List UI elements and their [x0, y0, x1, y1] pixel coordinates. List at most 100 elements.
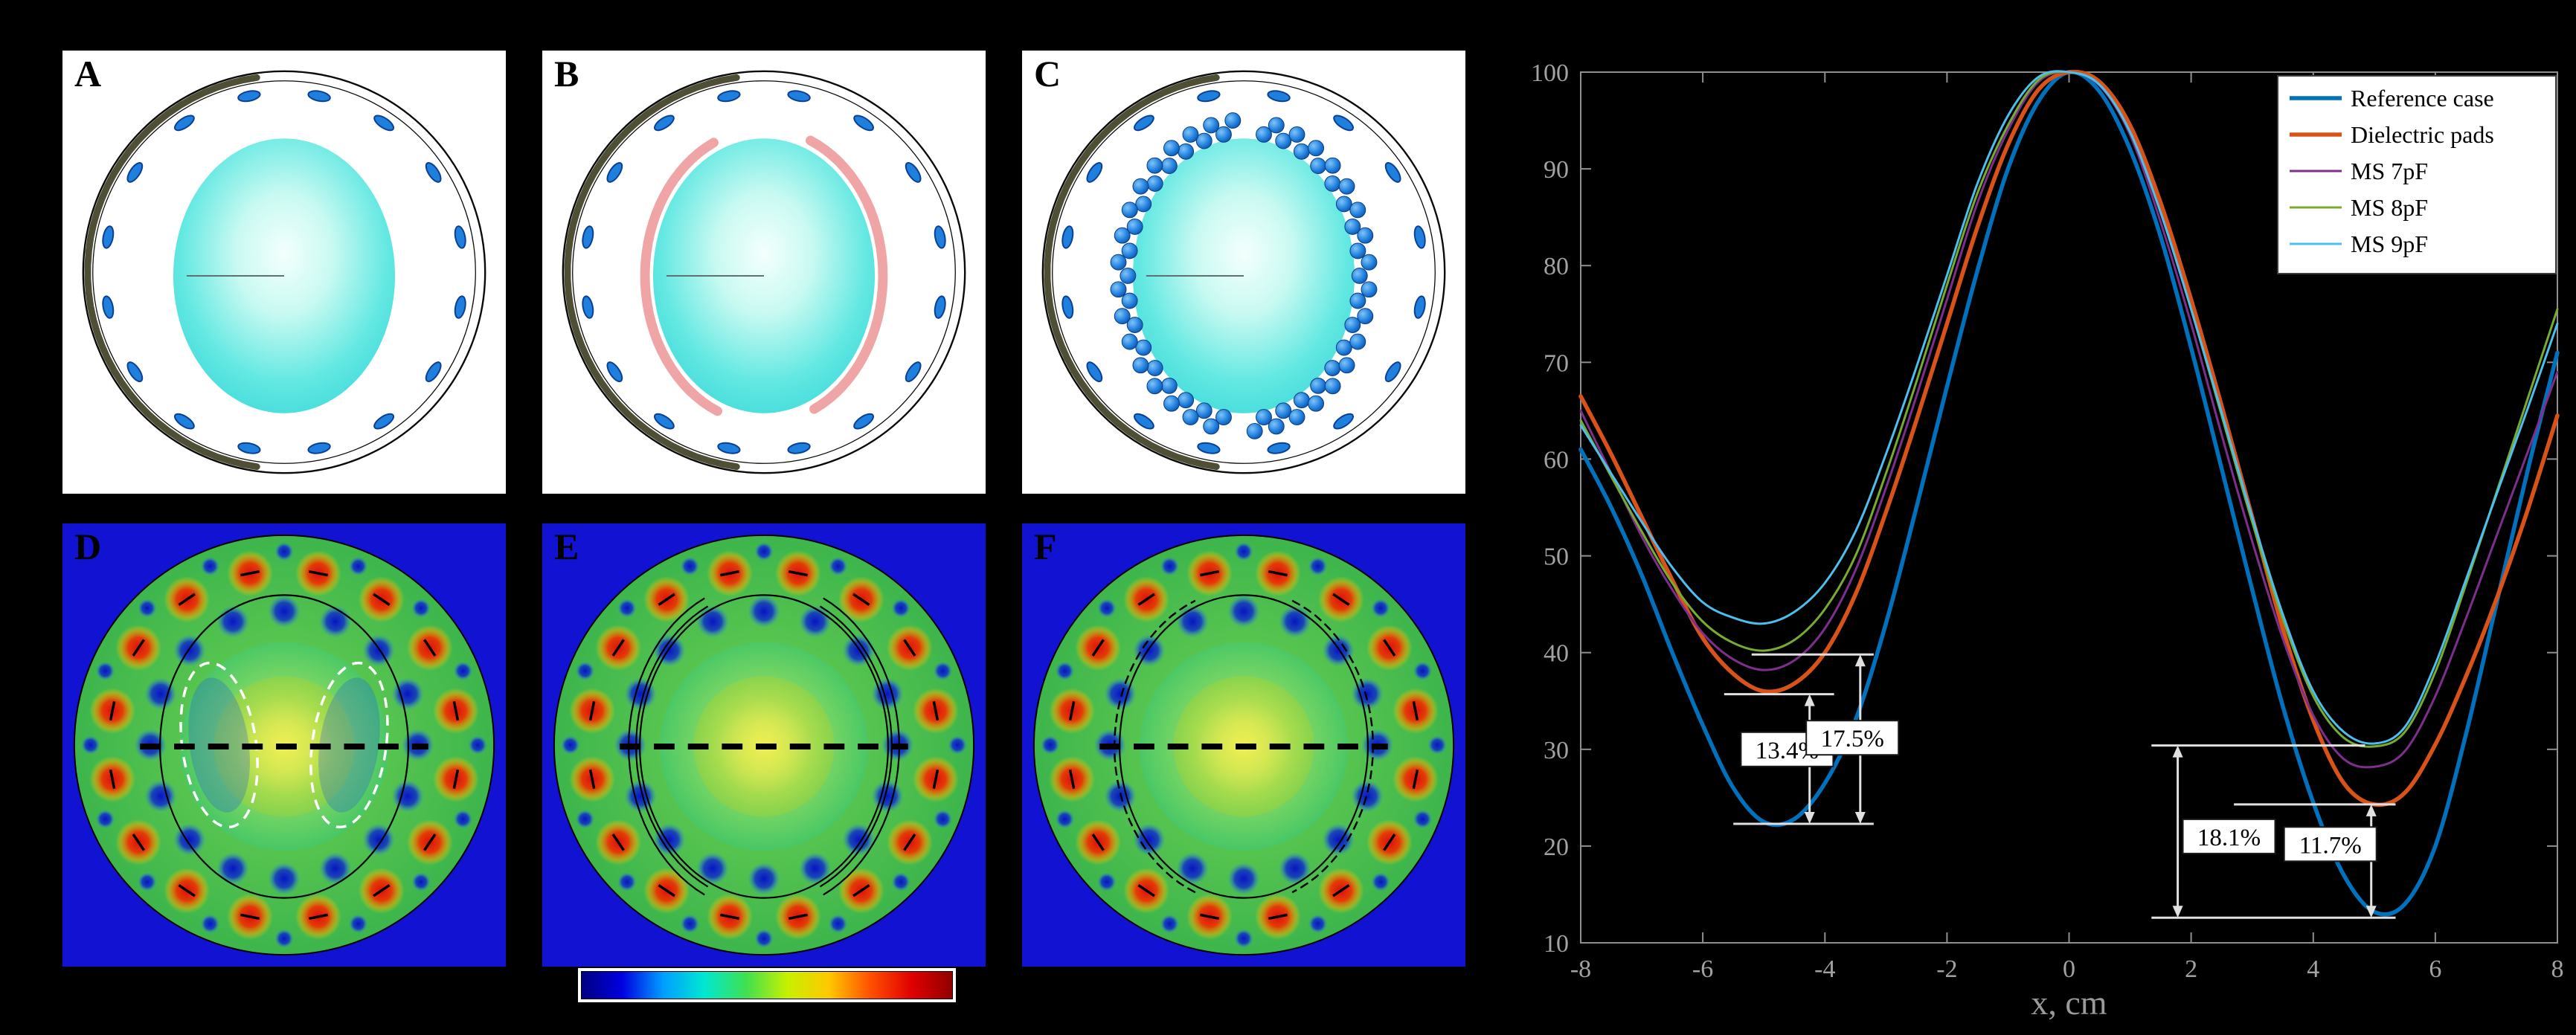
- coil-model-panel-b: B: [542, 49, 986, 495]
- coil-rung-capacitor: [454, 225, 466, 249]
- metasurface-bead: [1324, 378, 1341, 395]
- coil-rung-capacitor: [606, 162, 623, 183]
- metasurface-bead: [1182, 409, 1199, 425]
- coil-rung-capacitor: [1384, 361, 1401, 382]
- coil-rung-capacitor: [934, 295, 946, 319]
- coil-rung-capacitor: [373, 413, 394, 430]
- panel-label-e: E: [554, 526, 580, 567]
- metasurface-bead: [1195, 132, 1212, 149]
- metasurface-bead: [1256, 126, 1272, 143]
- coil-rung-capacitor: [373, 115, 394, 132]
- metasurface-bead: [1146, 175, 1163, 192]
- metasurface-bead: [1178, 392, 1195, 409]
- coil-rung-capacitor: [237, 90, 261, 103]
- profile-chart-svg: -8 -6 -4 -2 0 2 4 6 8 10 20 30 40 50 60 70 80 90 100 x, cm 1…: [1531, 59, 2564, 1022]
- field-map-panel-f: F: [1022, 522, 1465, 968]
- shield-shadow-arc: [1044, 74, 1220, 471]
- metasurface-bead: [1178, 143, 1195, 160]
- metasurface-bead: [1344, 317, 1361, 333]
- x-tick-label: 0: [2063, 955, 2075, 983]
- metasurface-bead: [1349, 242, 1366, 259]
- coil-rung-capacitor: [905, 162, 922, 183]
- metasurface-bead: [1349, 333, 1366, 350]
- coil-rung-capacitor: [307, 90, 331, 103]
- metasurface-bead: [1126, 317, 1143, 333]
- metasurface-bead: [1344, 218, 1361, 235]
- metasurface-bead: [1146, 157, 1163, 174]
- metasurface-bead: [1135, 196, 1152, 213]
- legend-entry-label: Dielectric pads: [2351, 121, 2494, 148]
- coil-rung-capacitor: [1333, 115, 1354, 132]
- y-tick-label: 70: [1544, 349, 1569, 377]
- coil-shield-outline: [562, 70, 966, 474]
- metasurface-bead: [1146, 360, 1163, 376]
- coil-rung-capacitor: [853, 413, 874, 430]
- y-tick-label: 100: [1531, 59, 1569, 87]
- coil-model-panel-c: C: [1022, 49, 1465, 495]
- coil-model-panel-a: A: [62, 49, 506, 495]
- metasurface-bead: [1120, 268, 1137, 284]
- metasurface-bead: [1310, 377, 1327, 394]
- metasurface-bead: [1293, 392, 1310, 409]
- metasurface-bead: [1349, 201, 1366, 219]
- y-tick-label: 50: [1544, 544, 1569, 571]
- y-tick-label: 20: [1544, 834, 1569, 861]
- metasurface-bead: [1361, 281, 1378, 298]
- metasurface-bead: [1324, 360, 1341, 376]
- coil-rung-capacitor: [787, 90, 811, 103]
- metasurface-bead: [1114, 227, 1131, 244]
- coil-rung-capacitor: [654, 413, 675, 430]
- coil-rung-capacitor: [1061, 295, 1074, 319]
- coil-rung-capacitor: [654, 115, 675, 132]
- coil-rung-capacitor: [1413, 295, 1426, 319]
- coil-rung-capacitor: [717, 442, 741, 454]
- x-tick-label: 6: [2429, 955, 2441, 983]
- metasurface-bead: [1146, 378, 1163, 395]
- metasurface-bead: [1308, 395, 1324, 412]
- coil-rung-capacitor: [174, 115, 195, 132]
- coil-rung-capacitor: [606, 361, 623, 382]
- metasurface-bead: [1160, 377, 1178, 394]
- panel-label-f: F: [1034, 526, 1058, 567]
- x-axis: -8 -6 -4 -2 0 2 4 6 8: [1570, 72, 2564, 983]
- coil-rung-capacitor: [1134, 115, 1154, 132]
- measure-label-box: [2182, 818, 2276, 854]
- legend-entry-label: MS 7pF: [2351, 158, 2428, 184]
- legend-entry-label: MS 8pF: [2351, 194, 2428, 221]
- annotations: 13.4% 17.5%18.1% 11.7%: [1724, 653, 2396, 919]
- metasurface-bead: [1293, 143, 1310, 160]
- coil-rung-capacitor: [174, 413, 195, 430]
- coil-rung-capacitor: [1267, 442, 1291, 454]
- metasurface-bead: [1163, 395, 1180, 412]
- dielectric-pad-left: [640, 138, 722, 416]
- y-axis: 10 20 30 40 50 60 70 80 90 100: [1531, 59, 2557, 958]
- coil-rung-capacitor: [1086, 361, 1103, 382]
- metasurface-bead: [1121, 242, 1138, 259]
- coil-rung-capacitor: [1197, 442, 1221, 454]
- metasurface-bead: [1160, 158, 1178, 174]
- coil-rung-capacitor: [1061, 225, 1074, 249]
- metasurface-bead: [1246, 422, 1263, 439]
- coil-rung-capacitor: [1333, 413, 1354, 430]
- metasurface-bead: [1132, 178, 1149, 195]
- metasurface-bead: [1308, 140, 1324, 157]
- coil-rung-capacitor: [1134, 413, 1154, 430]
- coil-rung-capacitor: [934, 225, 946, 249]
- measure-label-box: [1805, 720, 1900, 756]
- metasurface-bead: [1121, 292, 1138, 309]
- y-tick-label: 10: [1544, 930, 1569, 958]
- measure-label: 18.1%: [2197, 825, 2261, 851]
- y-tick-label: 60: [1544, 446, 1569, 474]
- metasurface-bead: [1203, 117, 1220, 134]
- metasurface-bead: [1351, 268, 1368, 284]
- metasurface-bead: [1132, 357, 1149, 374]
- panel-label-c: C: [1034, 53, 1062, 94]
- metasurface-bead: [1288, 126, 1305, 143]
- metasurface-bead: [1275, 402, 1292, 419]
- coil-rung-capacitor: [787, 442, 811, 454]
- panel-label-d: D: [74, 526, 103, 567]
- metasurface-bead: [1268, 117, 1285, 134]
- metasurface-bead: [1121, 333, 1138, 350]
- coil-rung-capacitor: [454, 295, 466, 319]
- field-map-panel-e: E: [542, 522, 986, 968]
